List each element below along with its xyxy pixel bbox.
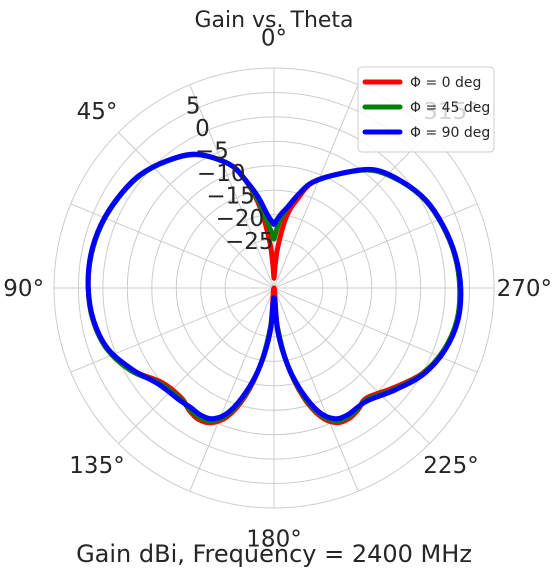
angular-gridline bbox=[273, 287, 430, 444]
angular-tick-label: 90° bbox=[3, 276, 44, 302]
x-axis-label: Gain dBi, Frequency = 2400 MHz bbox=[76, 540, 472, 568]
angular-gridline bbox=[118, 287, 275, 444]
angular-gridline bbox=[273, 84, 359, 289]
radial-tick-label: −5 bbox=[195, 139, 229, 165]
angular-gridline bbox=[118, 132, 275, 289]
angular-tick-label: 0° bbox=[261, 26, 287, 52]
angular-gridline bbox=[273, 132, 430, 289]
angular-gridline bbox=[273, 287, 478, 373]
angular-tick-label: 45° bbox=[77, 99, 118, 125]
radial-tick-label: 5 bbox=[186, 93, 201, 119]
angular-tick-label: 180° bbox=[246, 526, 301, 552]
angular-gridline bbox=[70, 287, 275, 373]
series-line-2 bbox=[85, 151, 464, 422]
legend-label: Φ = 45 deg bbox=[410, 100, 490, 116]
radial-tick-label: −25 bbox=[225, 229, 274, 255]
legend-label: Φ = 0 deg bbox=[410, 75, 481, 91]
chart-title: Gain vs. Theta bbox=[194, 8, 353, 33]
angular-tick-label: 225° bbox=[423, 453, 478, 479]
angular-gridline bbox=[273, 287, 359, 492]
radial-tick-label: −10 bbox=[197, 161, 246, 187]
legend-label: Φ = 90 deg bbox=[410, 125, 490, 141]
legend: Φ = 0 deg Φ = 45 deg Φ = 90 deg bbox=[357, 66, 495, 153]
angular-tick-label: 135° bbox=[69, 453, 124, 479]
angular-gridline bbox=[189, 84, 275, 289]
angular-gridline bbox=[189, 287, 275, 492]
radial-tick-label: −20 bbox=[216, 206, 265, 232]
angular-gridline bbox=[273, 203, 478, 289]
radial-tick-label: −15 bbox=[206, 184, 255, 210]
axis-labels: 0°45°90°135°180°225°270°315°50−5−10−15−2… bbox=[3, 26, 552, 553]
angular-tick-label: 270° bbox=[497, 276, 552, 302]
radial-tick-label: 0 bbox=[195, 116, 210, 142]
series-lines bbox=[85, 151, 464, 426]
